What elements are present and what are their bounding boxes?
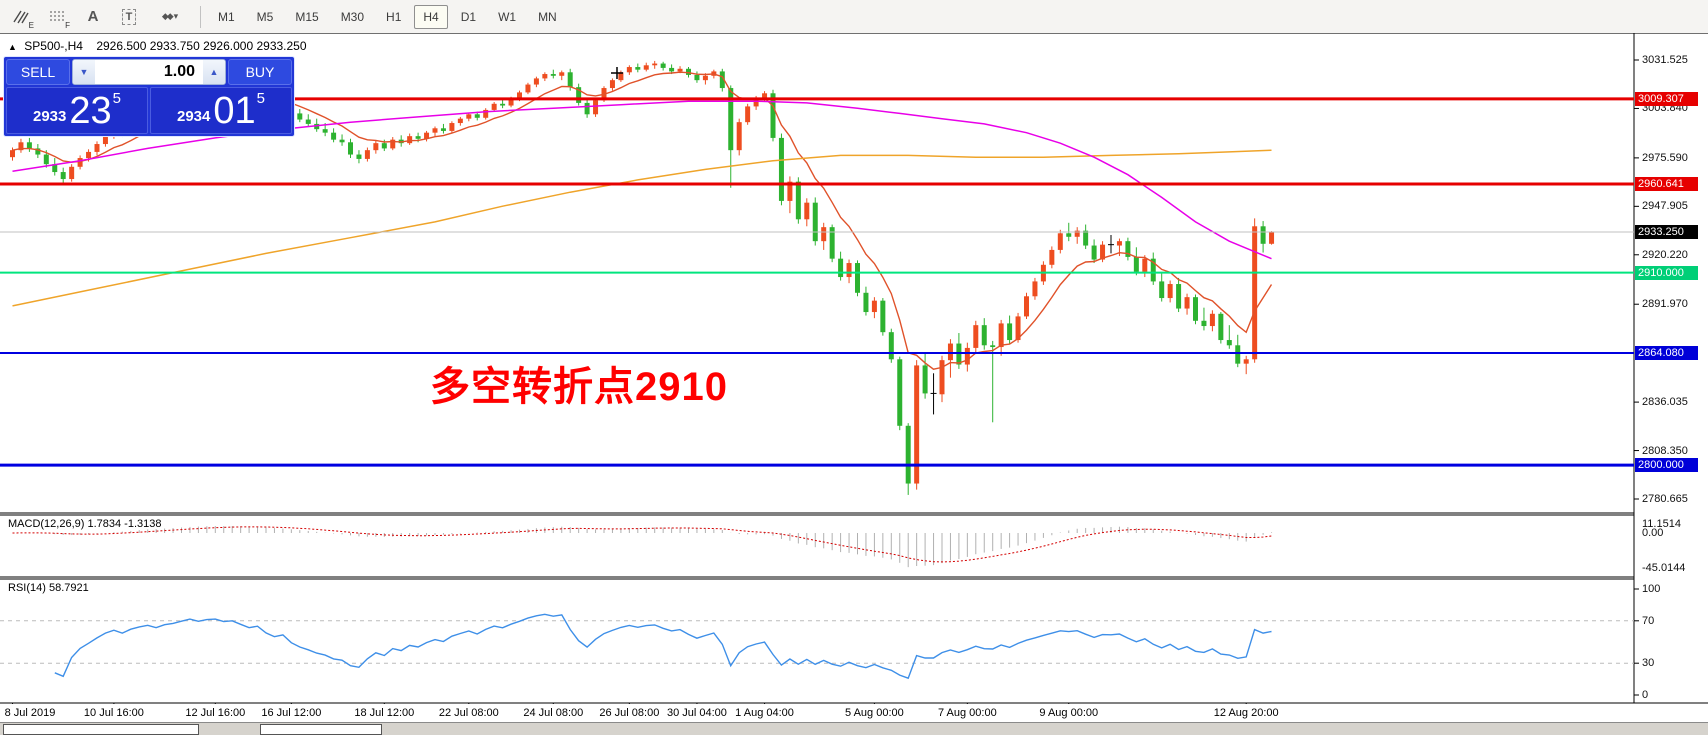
rsi-axis-tick: 0 [1642, 689, 1649, 701]
toolbar-separator [200, 5, 201, 28]
timeframe-m1[interactable]: M1 [218, 9, 235, 24]
time-tick-label: 7 Aug 00:00 [937, 707, 997, 719]
macd-axis-tick: 11.1514 [1642, 518, 1681, 530]
timeframe-h4[interactable]: H4 [414, 4, 448, 29]
timeframe-h1[interactable]: H1 [386, 9, 402, 24]
macd-axis-tick: -45.0144 [1642, 562, 1686, 574]
timeframe-mn[interactable]: MN [538, 9, 557, 24]
buy-price-sup: 5 [256, 90, 265, 107]
rsi-label: RSI(14) 58.7921 [8, 582, 89, 594]
grid-dots-icon[interactable]: F [42, 4, 72, 30]
icon-subscript: E [28, 20, 34, 30]
sell-price-prefix: 2933 [33, 108, 67, 125]
volume-decrease-button[interactable]: ▼ [73, 60, 95, 84]
time-tick-label: 22 Jul 08:00 [438, 707, 499, 719]
plus-marker-icon [611, 67, 623, 79]
time-tick-label: 12 Aug 20:00 [1213, 707, 1279, 719]
symbol-marker-icon: ▲ [8, 42, 17, 52]
time-tick-label: 12 Jul 16:00 [185, 707, 246, 719]
rsi-axis-tick: 70 [1642, 614, 1655, 627]
time-tick-label: 9 Aug 00:00 [1039, 707, 1099, 719]
price-tick: 2947.905 [1642, 200, 1688, 213]
buy-price-prefix: 2934 [177, 108, 211, 125]
chevron-down-icon: ▾ [173, 11, 179, 21]
price-badge: 2864.080 [1635, 346, 1698, 361]
price-tick: 2836.035 [1642, 396, 1688, 409]
toolbar: E F A T ◆◆ ▾ M1 M5 M15 M30 H1 H4 D1 W1 MN [0, 0, 1708, 34]
price-tick: 2975.590 [1642, 151, 1688, 164]
timeframe-m15[interactable]: M15 [295, 9, 319, 24]
rsi-axis-tick: 100 [1642, 583, 1661, 595]
bottom-strip [0, 722, 1708, 735]
chart-annotation[interactable]: 多空转折点2910 [430, 365, 728, 409]
symbol-title: SP500-,H4 [24, 39, 83, 53]
macd-signal-line [12, 526, 1272, 563]
trade-panel: SELL ▼ 1.00 ▲ BUY 2933 23 5 2934 01 5 [3, 56, 295, 137]
draw-hatch-icon[interactable]: E [6, 4, 36, 30]
chart-header: ▲ SP500-,H4 2926.500 2933.750 2926.000 2… [8, 39, 307, 53]
timeframe-d1[interactable]: D1 [460, 9, 477, 24]
price-badge: 2960.641 [1635, 177, 1698, 192]
macd-axis-tick: 0.00 [1642, 527, 1664, 539]
bottom-panel-box [3, 724, 199, 735]
price-badge: 2933.250 [1635, 224, 1698, 239]
time-tick-label: 30 Jul 04:00 [666, 707, 727, 719]
text-label-icon[interactable]: A [87, 8, 99, 25]
buy-button[interactable]: BUY [228, 59, 292, 85]
price-axis: 3031.525 3003.840 2975.590 2947.905 2920.220… [1634, 33, 1708, 703]
ma-slow-orange-line [12, 149, 1272, 307]
buy-price-big: 01 [213, 89, 256, 132]
icon-subscript: F [65, 20, 70, 30]
timeframe-group: M1 M5 M15 M30 H1 H4 D1 W1 MN [209, 4, 566, 29]
sell-button[interactable]: SELL [6, 59, 70, 85]
text-box-icon[interactable]: T [114, 4, 144, 30]
time-tick-label: 5 Aug 00:00 [845, 707, 904, 719]
sell-price-sup: 5 [112, 90, 121, 107]
timeframe-w1[interactable]: W1 [498, 9, 517, 24]
price-tick: 2780.665 [1642, 493, 1688, 505]
volume-stepper: ▼ 1.00 ▲ [72, 59, 226, 85]
time-tick-label: 8 Jul 2019 [4, 707, 56, 719]
volume-increase-button[interactable]: ▲ [203, 60, 225, 84]
time-tick-label: 10 Jul 16:00 [83, 707, 144, 719]
price-tick: 2920.220 [1642, 248, 1688, 261]
sell-price-big: 23 [69, 89, 112, 132]
rsi-axis-tick: 30 [1642, 657, 1655, 670]
volume-field[interactable]: 1.00 [95, 60, 203, 84]
shapes-dropdown-icon[interactable]: ◆◆ ▾ [161, 11, 179, 21]
bottom-panel-box [260, 724, 382, 735]
timeframe-m5[interactable]: M5 [256, 9, 274, 24]
time-tick-label: 16 Jul 12:00 [261, 707, 322, 719]
price-badge: 2910.000 [1635, 265, 1698, 280]
timeframe-m30[interactable]: M30 [340, 9, 365, 24]
time-tick-label: 24 Jul 08:00 [523, 707, 584, 719]
price-tick: 2808.350 [1642, 444, 1688, 457]
price-tick: 3031.525 [1642, 54, 1688, 66]
buy-quote[interactable]: 2934 01 5 [150, 87, 292, 134]
time-axis: 8 Jul 2019 10 Jul 16:00 12 Jul 16:00 16 Jul… [0, 704, 1708, 722]
price-badge: 2800.000 [1635, 458, 1698, 473]
time-tick-label: 26 Jul 08:00 [599, 707, 660, 719]
rsi-line [54, 613, 1272, 680]
ohlc-values: 2926.500 2933.750 2926.000 2933.250 [96, 39, 307, 53]
sell-quote[interactable]: 2933 23 5 [6, 87, 148, 134]
price-badge: 3009.307 [1635, 91, 1698, 106]
macd-label: MACD(12,26,9) 1.7834 -1.3138 [8, 518, 162, 530]
time-tick-label: 18 Jul 12:00 [354, 707, 415, 719]
drawing-tools-group: E F A T ◆◆ ▾ [0, 4, 190, 30]
time-tick-label: 1 Aug 04:00 [735, 707, 794, 719]
price-tick: 2891.970 [1642, 298, 1688, 311]
